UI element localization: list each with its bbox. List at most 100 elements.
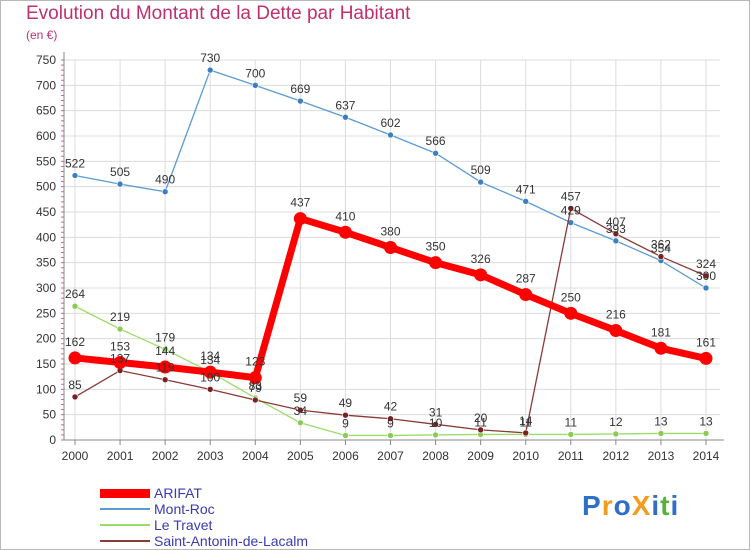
data-point-arifat [384, 240, 397, 254]
data-point-mont-roc [477, 178, 484, 186]
data-point-mont-roc [206, 66, 214, 74]
logo-letter: r [601, 490, 614, 521]
y-tick-label: 650 [36, 104, 56, 118]
data-label-le-travet: 219 [110, 310, 130, 324]
y-tick-label: 0 [49, 433, 56, 447]
data-label-mont-roc: 730 [200, 51, 220, 65]
logo-letter: i [651, 490, 661, 521]
x-tick-label: 2014 [693, 449, 720, 463]
data-point-saint-antonin-de-lacalm [477, 426, 484, 434]
legend-item-arifat: ARIFAT [100, 485, 308, 501]
data-label-mont-roc: 393 [606, 222, 626, 236]
data-label-arifat: 410 [335, 209, 355, 223]
x-tick-label: 2009 [467, 449, 494, 463]
y-tick-label: 350 [36, 256, 56, 270]
logo-letter: o [613, 490, 632, 521]
y-tick-label: 700 [36, 78, 56, 92]
unit-label: (en €) [26, 28, 58, 42]
x-tick-label: 2006 [332, 449, 359, 463]
data-label-saint-antonin-de-lacalm: 85 [68, 378, 82, 392]
data-label-arifat: 134 [200, 349, 220, 363]
y-tick-label: 750 [36, 53, 56, 67]
y-tick-label: 300 [36, 281, 56, 295]
data-label-mont-roc: 700 [245, 66, 265, 80]
data-label-le-travet: 11 [565, 415, 578, 429]
x-tick-label: 2005 [287, 449, 314, 463]
legend-swatch [100, 524, 150, 526]
data-label-mont-roc: 669 [290, 82, 310, 96]
legend-label: Le Travet [154, 517, 213, 533]
series-layer [68, 66, 713, 439]
data-point-mont-roc [71, 172, 79, 179]
data-point-le-travet [71, 302, 79, 310]
x-tick-label: 2003 [197, 449, 224, 463]
data-label-mont-roc: 505 [110, 165, 130, 179]
data-point-arifat [113, 355, 127, 369]
axis-layer: 0 50 100 150 200 250 300 350 400 450 500 550 600 650 7… [36, 52, 724, 463]
x-tick-label: 2000 [62, 449, 89, 463]
data-label-mont-roc: 490 [155, 173, 175, 187]
y-tick-label: 250 [36, 306, 56, 320]
data-label-mont-roc: 300 [696, 269, 716, 283]
data-label-le-travet: 9 [342, 416, 349, 430]
data-label-arifat: 216 [606, 308, 626, 322]
data-point-saint-antonin-de-lacalm [161, 376, 169, 384]
data-label-saint-antonin-de-lacalm: 324 [696, 257, 716, 271]
data-point-le-travet [161, 346, 169, 353]
data-point-le-travet [297, 419, 304, 427]
x-tick-label: 2002 [152, 449, 179, 463]
x-tick-label: 2011 [558, 449, 584, 463]
data-label-le-travet: 11 [519, 415, 532, 429]
data-point-arifat [699, 351, 713, 365]
data-point-saint-antonin-de-lacalm [297, 406, 304, 414]
data-point-saint-antonin-de-lacalm [612, 230, 620, 238]
data-point-mont-roc [161, 188, 169, 196]
data-label-saint-antonin-de-lacalm: 20 [474, 411, 488, 425]
legend-swatch [100, 540, 150, 542]
data-label-saint-antonin-de-lacalm: 59 [294, 391, 308, 405]
data-point-saint-antonin-de-lacalm [387, 415, 394, 423]
data-point-le-travet [116, 325, 124, 333]
y-tick-label: 600 [36, 129, 56, 143]
data-label-arifat: 144 [155, 344, 175, 358]
data-label-le-travet: 264 [65, 287, 85, 301]
data-label-le-travet: 34 [294, 404, 308, 418]
data-point-arifat [158, 360, 172, 374]
legend-swatch [100, 508, 150, 510]
data-label-le-travet: 11 [474, 415, 487, 429]
data-label-saint-antonin-de-lacalm: 14 [519, 414, 533, 428]
data-point-le-travet [612, 430, 620, 438]
data-point-arifat [519, 288, 533, 302]
data-label-le-travet: 83 [249, 379, 263, 393]
x-tick-label: 2012 [603, 449, 630, 463]
data-label-saint-antonin-de-lacalm: 362 [651, 238, 671, 252]
x-tick-label: 2004 [242, 449, 269, 463]
data-label-arifat: 123 [245, 355, 265, 369]
legend-label: ARIFAT [154, 485, 202, 501]
data-point-saint-antonin-de-lacalm [522, 429, 530, 437]
chart-legend: ARIFAT Mont-Roc Le Travet Saint-Antonin-de-… [100, 485, 308, 549]
data-point-mont-roc [612, 237, 620, 245]
logo-letter: t [660, 490, 671, 521]
data-label-mont-roc: 522 [65, 157, 85, 171]
data-point-le-travet [702, 430, 710, 437]
data-label-mont-roc: 602 [380, 116, 400, 130]
data-label-arifat: 153 [110, 339, 130, 353]
data-label-saint-antonin-de-lacalm: 79 [249, 381, 263, 395]
y-tick-label: 450 [36, 205, 56, 219]
data-label-mont-roc: 566 [426, 134, 446, 148]
data-point-saint-antonin-de-lacalm [567, 205, 575, 212]
data-label-mont-roc: 354 [651, 242, 671, 256]
chart-title: Evolution du Montant de la Dette par Hab… [26, 3, 411, 24]
y-tick-label: 150 [36, 357, 56, 371]
data-point-saint-antonin-de-lacalm [702, 272, 710, 280]
data-point-saint-antonin-de-lacalm [432, 420, 439, 428]
data-label-le-travet: 9 [387, 416, 394, 430]
data-point-saint-antonin-de-lacalm [342, 411, 349, 419]
y-tick-label: 100 [36, 382, 56, 396]
data-label-saint-antonin-de-lacalm: 49 [339, 396, 353, 410]
data-point-arifat [293, 212, 307, 226]
data-label-le-travet: 13 [699, 414, 713, 428]
data-label-mont-roc: 471 [516, 182, 536, 196]
data-label-le-travet: 179 [155, 330, 175, 344]
